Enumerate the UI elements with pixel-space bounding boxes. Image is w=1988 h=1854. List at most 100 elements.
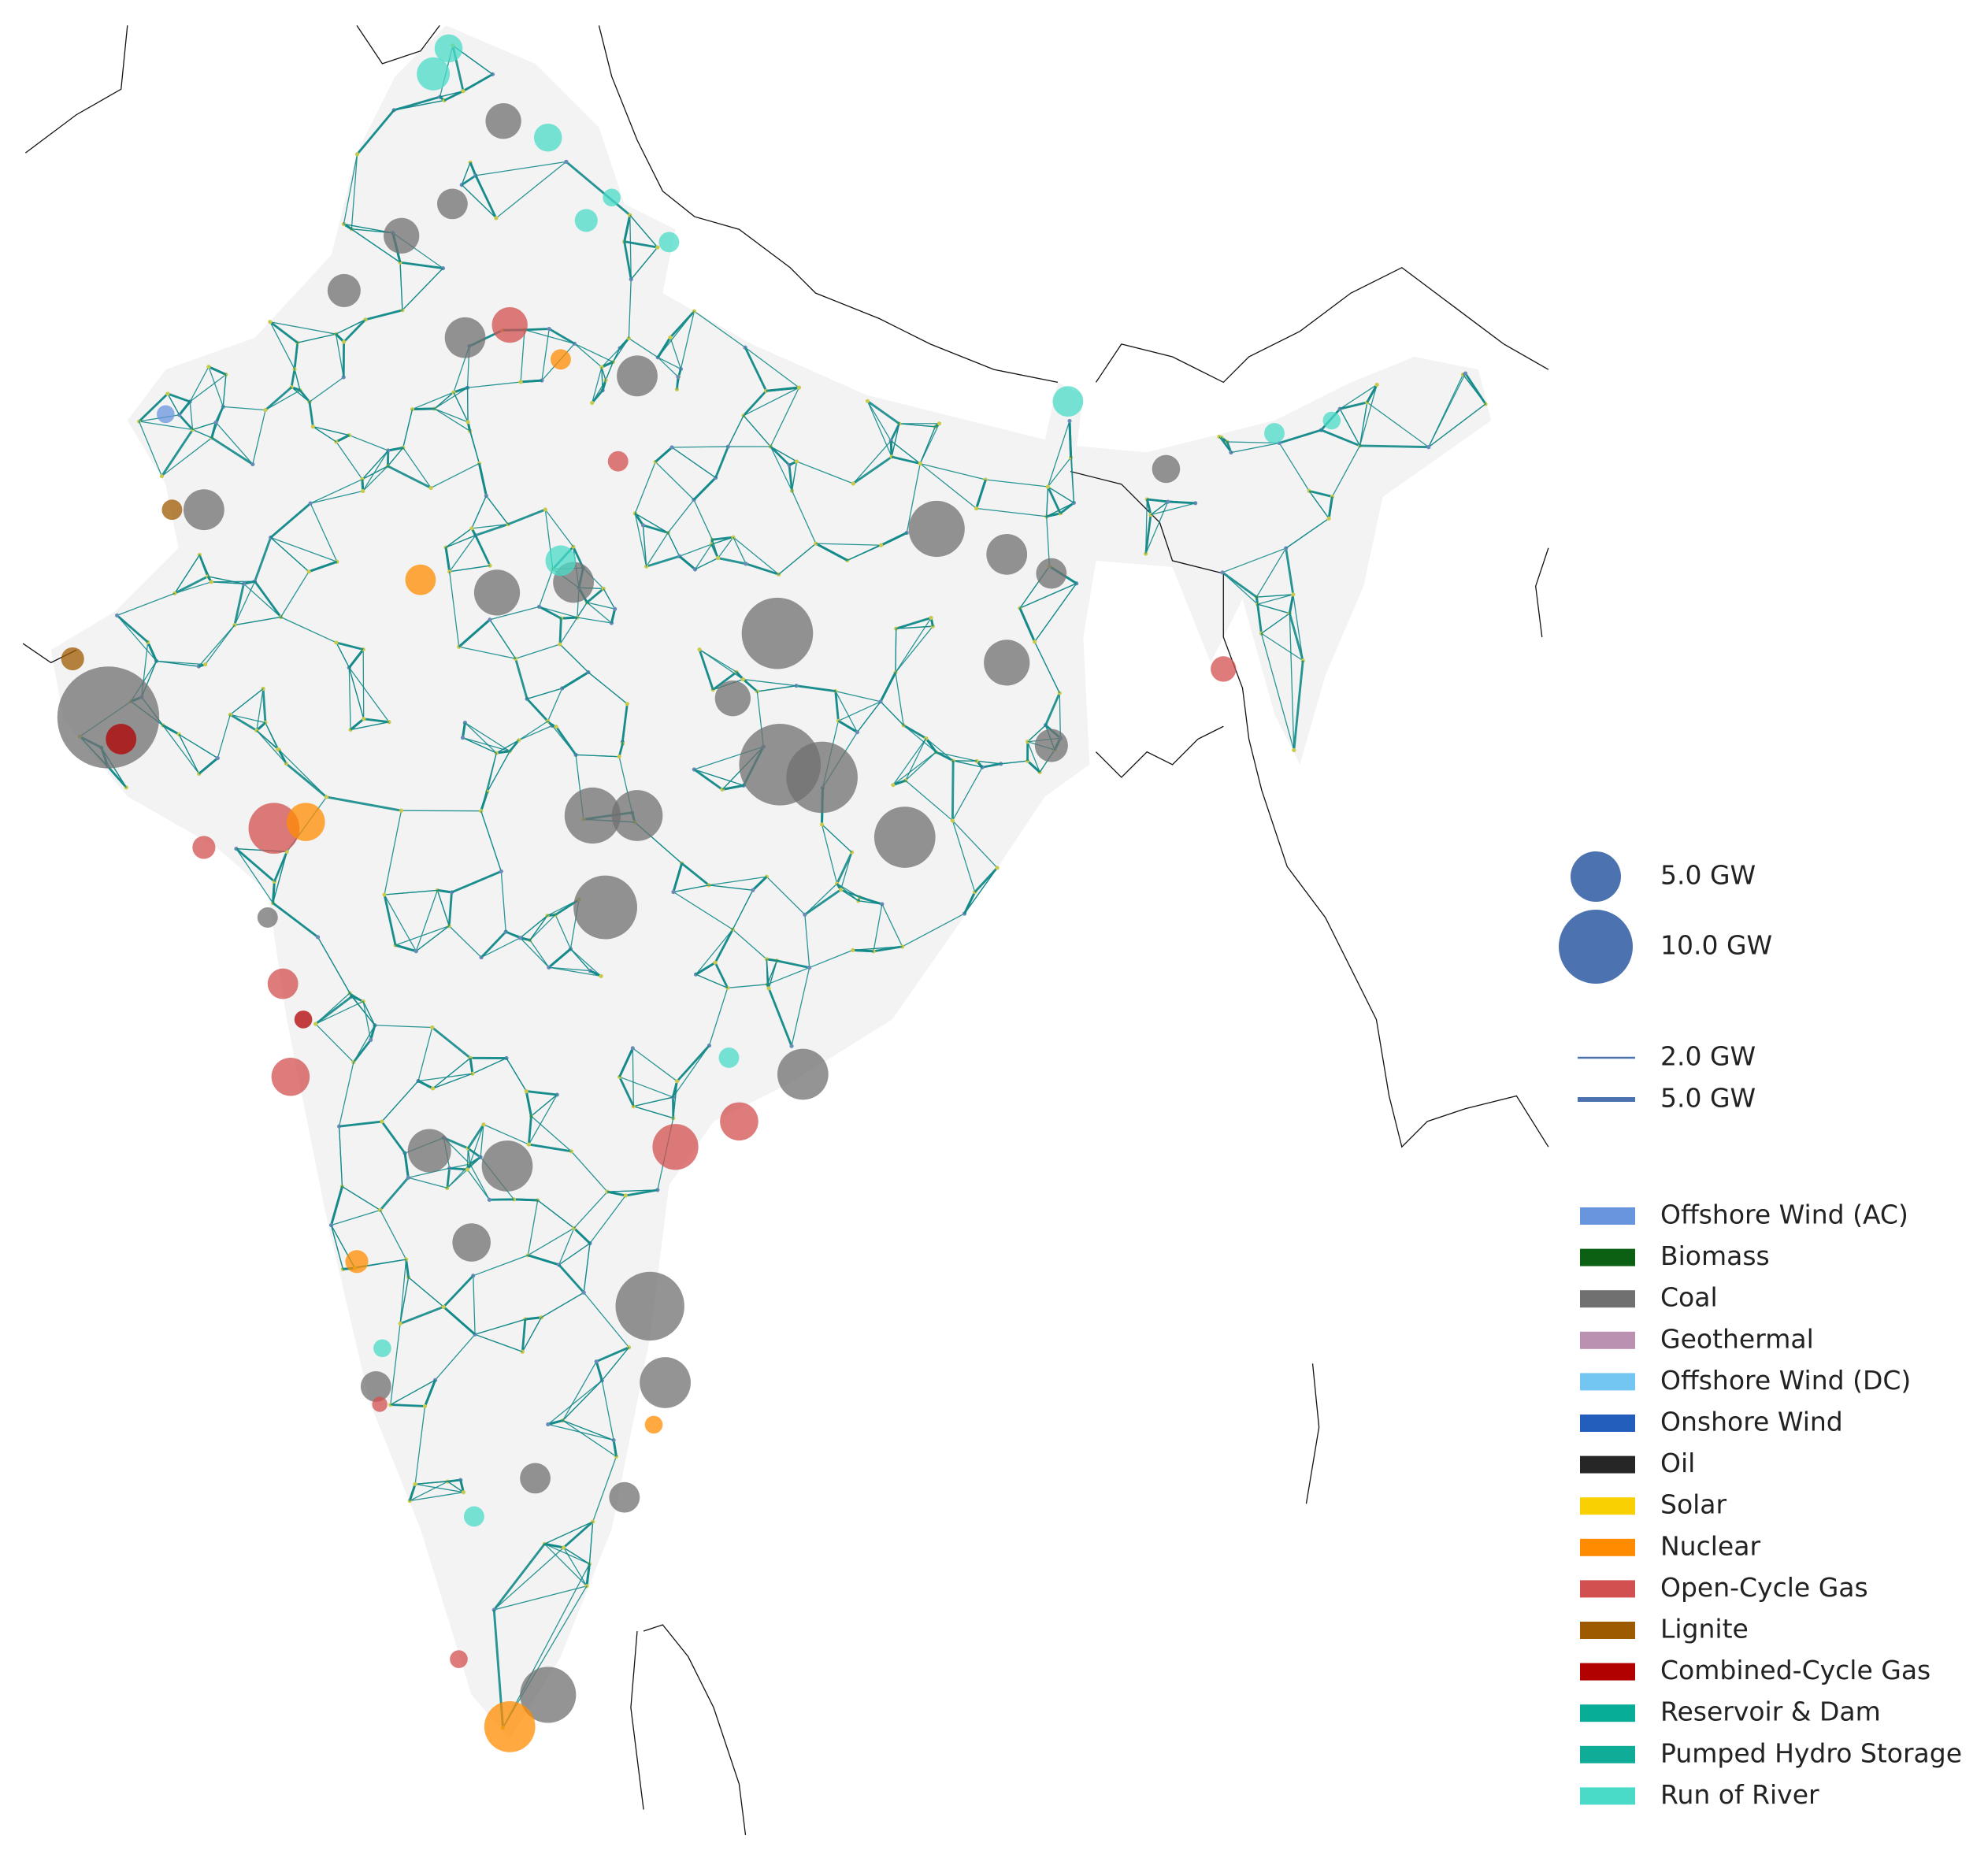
generator (608, 451, 629, 472)
carrier-swatch (1580, 1663, 1635, 1681)
bus (751, 888, 755, 892)
generator (786, 742, 858, 814)
map-layer (23, 25, 1548, 1835)
bus (851, 481, 855, 485)
bus (795, 459, 799, 463)
bus (518, 936, 522, 940)
carrier-swatch (1580, 1249, 1635, 1266)
generator (452, 1223, 491, 1262)
generator (435, 35, 463, 63)
generator (408, 1129, 451, 1173)
generator (1211, 656, 1236, 681)
bus (631, 1046, 635, 1050)
bus (442, 1305, 446, 1309)
bus (203, 662, 207, 666)
generator (57, 666, 159, 768)
bus (1220, 570, 1224, 574)
carrier-swatch (1580, 1622, 1635, 1639)
size-legend-label: 5.0 GW (1660, 860, 1756, 891)
border (1536, 548, 1548, 637)
line (1360, 446, 1429, 447)
bus (362, 717, 365, 721)
bus (641, 523, 645, 527)
line (401, 810, 480, 811)
bus (820, 822, 824, 826)
generator (492, 307, 528, 343)
bus (382, 892, 386, 896)
bus (361, 489, 365, 493)
border (1306, 1363, 1319, 1504)
generator (258, 907, 278, 928)
bus (165, 391, 169, 395)
generator (520, 1463, 551, 1493)
generator (345, 1250, 368, 1273)
bus (481, 1122, 485, 1126)
line-legend-label: 5.0 GW (1660, 1083, 1756, 1114)
carrier-label: Solar (1660, 1489, 1727, 1520)
generator (612, 790, 663, 841)
bus (546, 1422, 550, 1426)
bus (564, 160, 568, 164)
bus (625, 702, 629, 706)
generator (1264, 423, 1285, 443)
bus (803, 913, 807, 917)
bus (461, 89, 465, 93)
bus (554, 725, 558, 729)
line (468, 387, 469, 422)
bus (369, 1038, 373, 1042)
bus (309, 502, 313, 506)
bus (527, 1142, 531, 1146)
bus (668, 336, 672, 339)
bus (216, 756, 220, 760)
bus (891, 783, 895, 787)
generator (287, 803, 325, 841)
generator (720, 1103, 758, 1141)
carrier-label: Run of River (1660, 1779, 1819, 1810)
carrier-label: Coal (1660, 1282, 1718, 1313)
bus (306, 569, 310, 573)
bus (313, 1022, 317, 1026)
generator (615, 1272, 684, 1340)
generator (777, 1049, 829, 1100)
line-legend-label: 2.0 GW (1660, 1041, 1756, 1072)
generator (485, 103, 521, 139)
generator (617, 355, 658, 396)
carrier-swatch (1580, 1539, 1635, 1556)
bus (1046, 484, 1050, 488)
bus (429, 486, 433, 490)
bus (342, 339, 346, 343)
bus (334, 640, 338, 644)
border (644, 1625, 745, 1835)
bus (160, 474, 164, 478)
bus (519, 380, 523, 384)
generator (1035, 729, 1068, 762)
generator (361, 1371, 391, 1402)
bus (316, 935, 320, 939)
bus (595, 1359, 599, 1363)
generator (328, 274, 361, 307)
carrier-swatch (1580, 1456, 1635, 1474)
size-legend-label: 10.0 GW (1660, 930, 1772, 961)
generator (437, 188, 468, 219)
bus (744, 562, 747, 565)
bus (974, 506, 978, 510)
bus (115, 614, 119, 617)
bus (430, 1025, 434, 1029)
bus (1292, 748, 1296, 752)
line (412, 409, 434, 410)
size-legend-marker (1571, 851, 1621, 902)
generator (184, 489, 224, 530)
bus (469, 526, 473, 530)
carrier-label: Pumped Hydro Storage (1660, 1737, 1962, 1768)
bus (380, 1119, 384, 1123)
bus (582, 1291, 586, 1295)
carrier-swatch (1580, 1746, 1635, 1763)
carrier-label: Geothermal (1660, 1323, 1814, 1354)
line (521, 380, 542, 382)
bus (1166, 499, 1170, 503)
carrier-label: Nuclear (1660, 1530, 1760, 1561)
bus (618, 755, 621, 758)
border (25, 25, 127, 153)
generator (909, 501, 965, 557)
